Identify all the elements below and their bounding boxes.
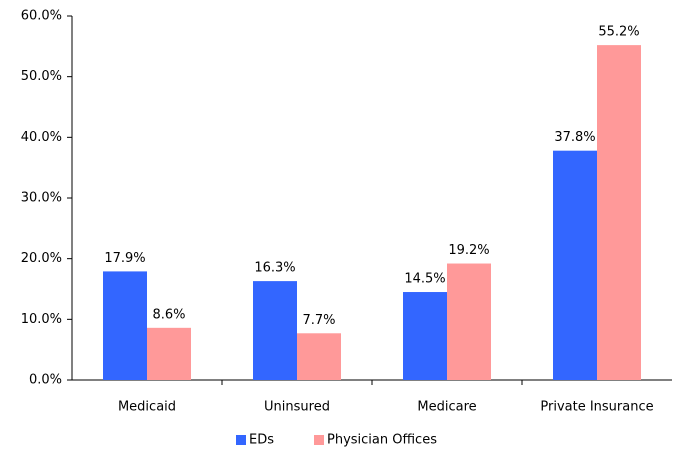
y-tick-label: 10.0% [21, 312, 62, 327]
y-tick-label: 0.0% [29, 373, 62, 388]
x-tick-label: Uninsured [264, 400, 330, 415]
bar [103, 271, 147, 380]
bar [597, 45, 641, 381]
x-tick-label: Medicare [417, 400, 476, 415]
value-label: 14.5% [404, 272, 445, 287]
y-tick-label: 50.0% [21, 69, 62, 84]
value-label: 37.8% [554, 130, 595, 145]
bar [403, 292, 447, 380]
value-label: 7.7% [302, 313, 335, 328]
y-tick-label: 20.0% [21, 251, 62, 266]
legend-label: EDs [249, 433, 274, 448]
x-tick-label: Private Insurance [540, 400, 653, 415]
bar [253, 281, 297, 380]
bar [553, 150, 597, 380]
legend-swatch [314, 435, 324, 445]
value-label: 17.9% [104, 251, 145, 266]
y-tick-label: 40.0% [21, 130, 62, 145]
value-label: 16.3% [254, 261, 295, 276]
y-tick-label: 60.0% [21, 9, 62, 24]
legend-swatch [236, 435, 246, 445]
bar [297, 333, 341, 380]
value-label: 8.6% [152, 307, 185, 322]
legend-label: Physician Offices [327, 433, 437, 448]
x-tick-label: Medicaid [118, 400, 176, 415]
value-label: 55.2% [598, 25, 639, 40]
bar [147, 327, 191, 380]
y-tick-label: 30.0% [21, 191, 62, 206]
value-label: 19.2% [448, 243, 489, 258]
bar [447, 263, 491, 380]
